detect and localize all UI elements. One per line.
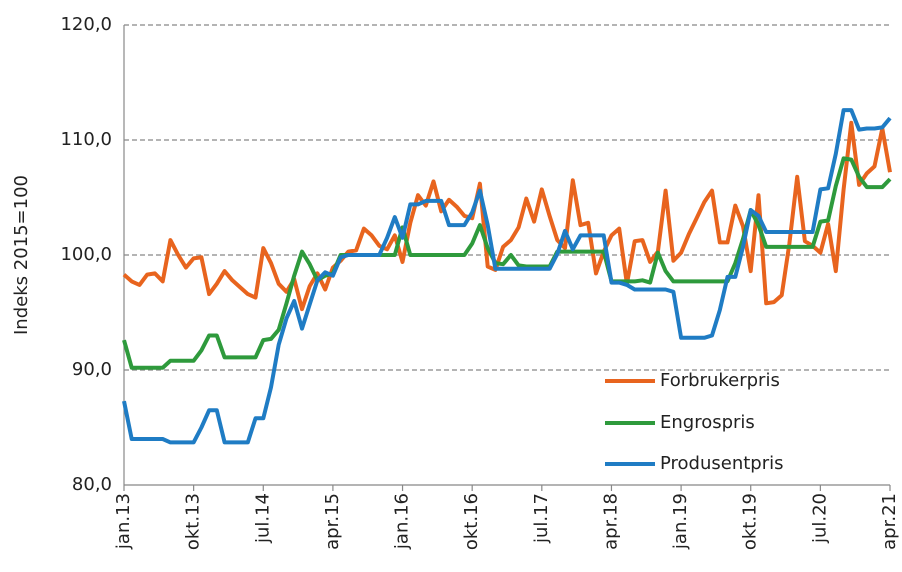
y-tick-label: 90,0 <box>72 359 112 380</box>
series-line <box>122 156 892 370</box>
legend-label: Forbrukerpris <box>660 370 780 391</box>
y-tick-label: 110,0 <box>60 129 112 150</box>
x-tick-label: apr.18 <box>600 493 621 550</box>
x-tick-label: jan.19 <box>670 493 691 550</box>
series-line <box>122 120 892 312</box>
y-axis-title: Indeks 2015=100 <box>11 175 32 335</box>
x-tick-label: okt.19 <box>740 493 761 550</box>
x-tick-label: jul.14 <box>252 493 273 544</box>
x-tick-label: okt.13 <box>183 493 204 550</box>
x-tick-label: jan.16 <box>392 493 413 550</box>
x-tick-label: jan.13 <box>113 493 134 550</box>
legend-label: Engrospris <box>660 412 755 433</box>
x-tick-label: jul.20 <box>809 493 830 544</box>
x-tick-label: okt.16 <box>461 493 482 550</box>
x-tick-label: apr.15 <box>322 493 343 550</box>
y-tick-label: 80,0 <box>72 474 112 495</box>
y-tick-label: 120,0 <box>60 14 112 35</box>
series-line <box>122 108 892 445</box>
x-tick-label: jul.17 <box>531 493 552 544</box>
legend-label: Produsentpris <box>660 453 784 474</box>
y-tick-label: 100,0 <box>60 244 112 265</box>
x-tick-label: apr.21 <box>879 493 900 550</box>
